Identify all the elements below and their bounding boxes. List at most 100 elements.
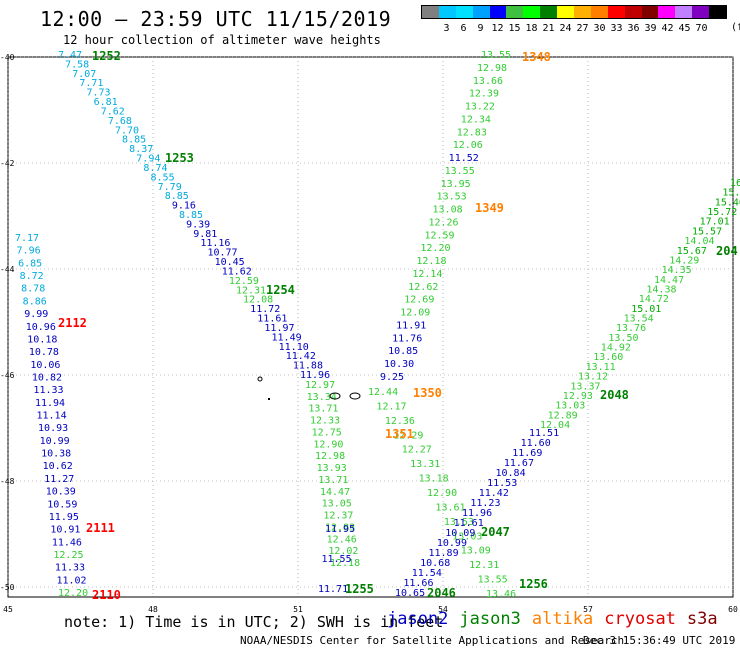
swh-value: 11.95: [49, 512, 79, 523]
swh-value: 10.09: [445, 528, 475, 539]
swh-value: 7.73: [86, 88, 110, 99]
pass-label: 1253: [165, 151, 194, 165]
swh-value: 11.66: [403, 578, 433, 589]
island-mark: [329, 392, 341, 400]
swh-value: 11.27: [44, 474, 74, 485]
swh-value: 11.52: [449, 153, 479, 164]
pass-label: 1252: [92, 49, 121, 63]
pass-label: 2047: [481, 525, 510, 539]
satellite-legend: jason2 jason3 altika cryosat s3a: [387, 609, 718, 629]
swh-value: 12.75: [312, 427, 342, 438]
swh-value: 8.74: [143, 163, 167, 174]
island-marks: [257, 376, 361, 400]
track-1255: 11.95 11.55 11.71: [318, 524, 355, 595]
swh-value: 13.93: [317, 463, 347, 474]
map-frame: [7, 56, 734, 598]
swh-value: 6.81: [94, 97, 118, 108]
lat-tick-label: -46: [0, 371, 15, 380]
swh-value: 14.35: [662, 265, 692, 276]
swh-value: 11.23: [470, 498, 500, 509]
swh-value: 10.93: [38, 423, 68, 434]
pass-label: 2110: [92, 588, 121, 602]
pass-label: 1350: [413, 386, 442, 400]
swh-value: 13.71: [308, 404, 338, 415]
legend-swatch: [658, 6, 676, 18]
pass-labels: 1252 2112 1348 1350 1351 2048 2047 1255 1253 1254…: [58, 49, 738, 602]
swh-value: 7.07: [72, 69, 96, 80]
swh-value: 13.55: [445, 166, 475, 177]
legend-tick: 6: [460, 23, 467, 34]
pass-label: 1254: [266, 283, 295, 297]
pass-label: 2048: [600, 388, 629, 402]
legend-swatch: [523, 6, 541, 18]
swh-value: 13.03: [555, 401, 585, 412]
legend-tick: 3: [443, 23, 450, 34]
swh-value: 15.67: [677, 246, 707, 257]
swh-value: 12.83: [457, 127, 487, 138]
swh-value: 12.59: [424, 230, 454, 241]
satellite-jason3: jason3: [459, 609, 521, 629]
swh-value: 12.90: [313, 439, 343, 450]
swh-value: 11.16: [200, 238, 230, 249]
swh-value: 10.99: [437, 538, 467, 549]
swh-value: 11.67: [504, 458, 534, 469]
legend-swatch: [607, 6, 625, 18]
pass-label: 204: [716, 244, 738, 258]
credit-text: NOAA/NESDIS Center for Satellite Applica…: [240, 634, 625, 647]
lon-tick-label: 51: [293, 605, 303, 614]
swh-value: 12.36: [385, 416, 415, 427]
swh-value: 11.33: [55, 563, 85, 574]
swh-value: 11.62: [222, 266, 252, 277]
legend-tick: 36: [627, 23, 640, 34]
swh-value: 11.72: [250, 304, 280, 315]
swh-value: 12.26: [428, 217, 458, 228]
swh-value: 13.05: [322, 499, 352, 510]
swh-value: 15.01: [631, 304, 661, 315]
swh-value: 14.47: [654, 275, 684, 286]
swh-value: 10.45: [215, 257, 245, 268]
swh-value: 11.71: [318, 584, 348, 595]
swh-value: 8.72: [20, 271, 44, 282]
swh-value: 11.42: [479, 488, 509, 499]
swh-value: 13.60: [593, 352, 623, 363]
map-grid: [7, 56, 734, 598]
swh-value: 16: [730, 178, 740, 189]
swh-value: 13.46: [486, 589, 516, 600]
swh-value: 13.66: [473, 76, 503, 87]
swh-value: 13.09: [461, 546, 491, 557]
swh-value: 11.55: [322, 554, 352, 565]
swh-value: 7.96: [17, 246, 41, 257]
legend-tick: 42: [661, 23, 674, 34]
swh-value: 12.93: [563, 391, 593, 402]
pass-label: 1348: [522, 50, 551, 64]
lon-tick-label: 54: [438, 605, 448, 614]
swh-value: 12.09: [400, 308, 430, 319]
legend-swatch: [489, 6, 507, 18]
legend-swatch: [709, 6, 727, 18]
swh-value: 12.89: [548, 410, 578, 421]
track-1252: 7.477.587.077.717.736.817.627.687.708.85…: [58, 50, 330, 381]
swh-value: 14.72: [639, 294, 669, 305]
swh-value: 8.85: [165, 191, 189, 202]
axis-labels: -40 -42 -44 -46 -48 -50 45 48 51 54 57 60: [0, 53, 738, 614]
generated-time: Dec 3 15:36:49 UTC 2019: [583, 634, 736, 647]
lon-tick-label: 60: [728, 605, 738, 614]
swh-value: 12.98: [315, 451, 345, 462]
swh-value: 7.58: [65, 59, 89, 70]
island-mark: [349, 392, 361, 400]
legend-colorbar: [421, 5, 727, 19]
swh-value: 12.69: [404, 295, 434, 306]
swh-value: 10.68: [420, 558, 450, 569]
legend-tick: 70: [695, 23, 708, 34]
swh-value: 13.37: [570, 381, 600, 392]
swh-value: 7.47: [58, 50, 82, 61]
swh-value: 12.25: [53, 550, 83, 561]
swh-value: 13.03: [452, 531, 482, 542]
pass-label: 2112: [58, 316, 87, 330]
swh-value: 7.17: [15, 233, 39, 244]
swh-value: 10.06: [30, 360, 60, 371]
swh-value: 11.88: [293, 361, 323, 372]
legend-swatch: [438, 6, 456, 18]
